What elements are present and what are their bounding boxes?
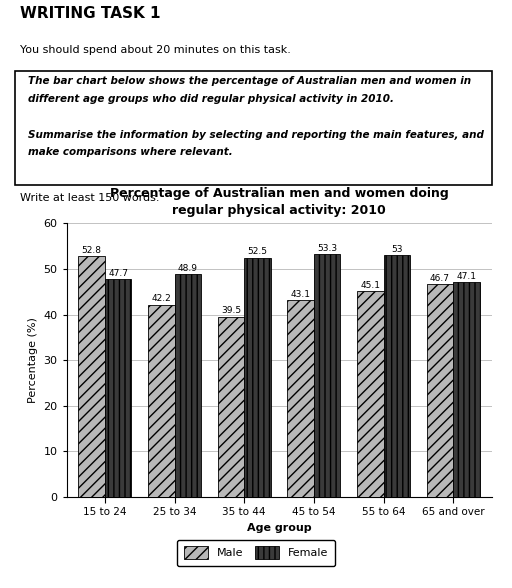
X-axis label: Age group: Age group <box>247 523 311 533</box>
Bar <box>175 274 201 497</box>
Bar <box>105 279 132 497</box>
Bar <box>244 258 271 497</box>
Text: 45.1: 45.1 <box>360 281 380 290</box>
Bar <box>426 284 453 497</box>
Text: make comparisons where relevant.: make comparisons where relevant. <box>28 147 233 157</box>
Text: You should spend about 20 minutes on this task.: You should spend about 20 minutes on thi… <box>20 45 291 55</box>
Bar <box>148 305 175 497</box>
Bar <box>287 300 314 497</box>
Text: different age groups who did regular physical activity in 2010.: different age groups who did regular phy… <box>28 94 394 104</box>
Text: The bar chart below shows the percentage of Australian men and women in: The bar chart below shows the percentage… <box>28 76 471 86</box>
FancyBboxPatch shape <box>15 71 492 185</box>
Bar <box>218 317 244 497</box>
Text: 39.5: 39.5 <box>221 306 241 316</box>
Text: 48.9: 48.9 <box>178 263 198 273</box>
Text: WRITING TASK 1: WRITING TASK 1 <box>20 6 161 21</box>
Text: 52.5: 52.5 <box>247 247 267 256</box>
Bar <box>78 256 105 497</box>
Title: Percentage of Australian men and women doing
regular physical activity: 2010: Percentage of Australian men and women d… <box>110 187 449 217</box>
Legend: Male, Female: Male, Female <box>177 540 335 566</box>
Text: Summarise the information by selecting and reporting the main features, and: Summarise the information by selecting a… <box>28 130 484 140</box>
Text: 52.8: 52.8 <box>81 246 102 255</box>
Bar <box>453 282 480 497</box>
Text: 43.1: 43.1 <box>291 290 311 299</box>
Text: 53.3: 53.3 <box>317 243 337 253</box>
Text: 46.7: 46.7 <box>430 273 450 283</box>
Bar <box>314 254 340 497</box>
Y-axis label: Percentage (%): Percentage (%) <box>28 317 38 403</box>
Text: 47.1: 47.1 <box>456 272 477 281</box>
Text: Write at least 150 words.: Write at least 150 words. <box>20 193 160 203</box>
Text: 53: 53 <box>391 245 402 254</box>
Text: 47.7: 47.7 <box>108 269 128 278</box>
Bar <box>357 291 383 497</box>
Text: 42.2: 42.2 <box>152 294 171 303</box>
Bar <box>383 255 410 497</box>
